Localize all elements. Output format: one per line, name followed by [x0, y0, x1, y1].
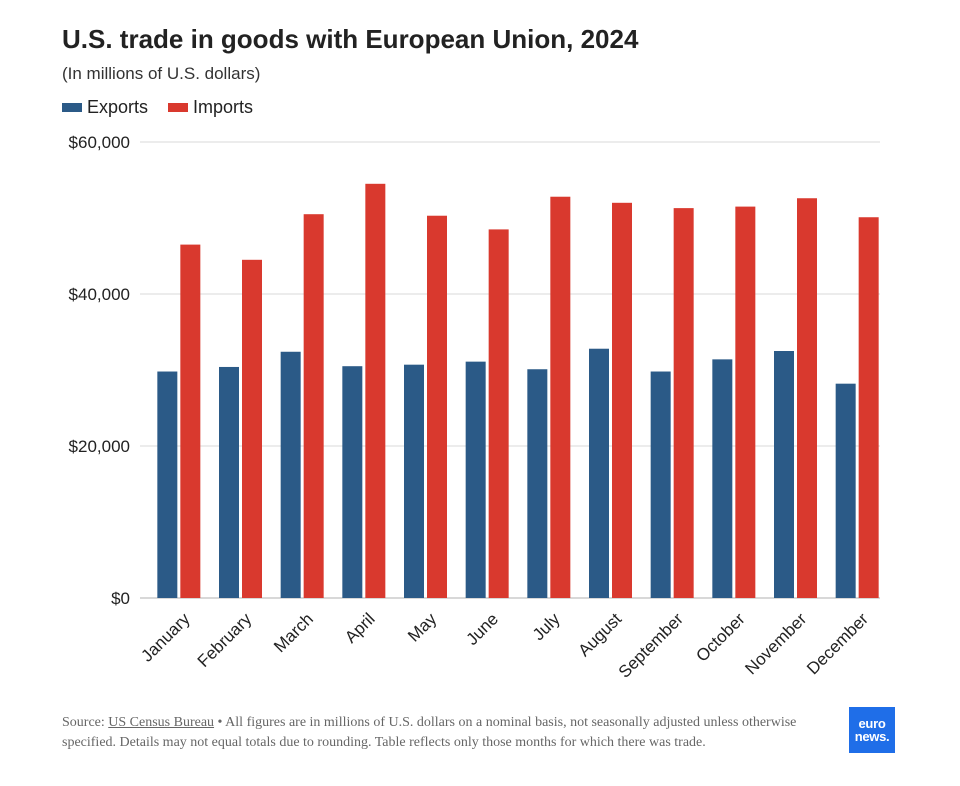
source-note: Source: US Census Bureau • All figures a… — [62, 713, 832, 753]
bar-exports — [465, 361, 486, 598]
legend-item-exports: Exports — [62, 97, 148, 118]
bar-exports — [280, 351, 301, 598]
y-tick-label: $60,000 — [69, 133, 130, 152]
chart-subtitle: (In millions of U.S. dollars) — [62, 64, 261, 83]
x-tick-label: July — [529, 609, 564, 644]
legend: Exports Imports — [62, 97, 273, 118]
bar-exports — [219, 366, 239, 598]
bar-imports — [735, 206, 756, 598]
y-tick-label: $20,000 — [69, 437, 130, 456]
x-tick-label: October — [692, 609, 748, 665]
bar-exports — [712, 359, 733, 598]
x-tick-label: May — [404, 609, 440, 645]
bar-exports — [404, 364, 424, 598]
bar-exports — [835, 383, 856, 598]
legend-label-imports: Imports — [193, 97, 254, 117]
bar-imports — [612, 202, 632, 599]
x-tick-label: November — [741, 609, 810, 678]
source-link[interactable]: US Census Bureau — [108, 715, 215, 730]
x-tick-label: April — [341, 609, 378, 646]
bar-imports — [303, 214, 324, 598]
chart-title: U.S. trade in goods with European Union,… — [62, 24, 639, 54]
legend-label-exports: Exports — [87, 97, 149, 117]
source-prefix: Source: — [62, 715, 109, 730]
bar-exports — [774, 351, 794, 598]
x-tick-label: August — [574, 609, 625, 660]
bar-imports — [180, 244, 201, 598]
bar-exports — [589, 348, 609, 598]
bar-exports — [342, 366, 363, 598]
bar-imports — [858, 217, 879, 599]
legend-item-imports: Imports — [168, 97, 253, 118]
bar-imports — [797, 198, 817, 599]
bar-imports — [550, 196, 571, 598]
euronews-logo: euro news. — [849, 707, 895, 753]
x-tick-label: June — [462, 609, 502, 649]
x-tick-label: March — [270, 609, 317, 656]
bar-chart: $0 $20,000 $40,000 $60,000 January February Ma… — [69, 133, 880, 682]
bar-exports — [527, 369, 548, 598]
x-tick-label: December — [803, 609, 872, 678]
y-tick-label: $0 — [111, 589, 130, 608]
source-text: • All figures are in millions of U.S. do… — [62, 715, 797, 750]
bar-imports — [427, 215, 447, 598]
bar-imports — [488, 229, 509, 598]
bar-exports — [157, 371, 178, 598]
logo-line2: news. — [854, 729, 890, 744]
logo-line1: euro — [858, 716, 886, 731]
x-tick-label: January — [137, 609, 194, 666]
x-tick-label: February — [194, 609, 256, 671]
bar-imports — [365, 183, 386, 599]
bar-exports — [650, 371, 671, 598]
y-tick-label: $40,000 — [69, 285, 130, 304]
x-tick-label: September — [615, 609, 687, 681]
legend-swatch-exports — [62, 103, 82, 112]
legend-swatch-imports — [168, 103, 189, 112]
bar-imports — [242, 259, 262, 598]
bar-imports — [673, 208, 694, 598]
